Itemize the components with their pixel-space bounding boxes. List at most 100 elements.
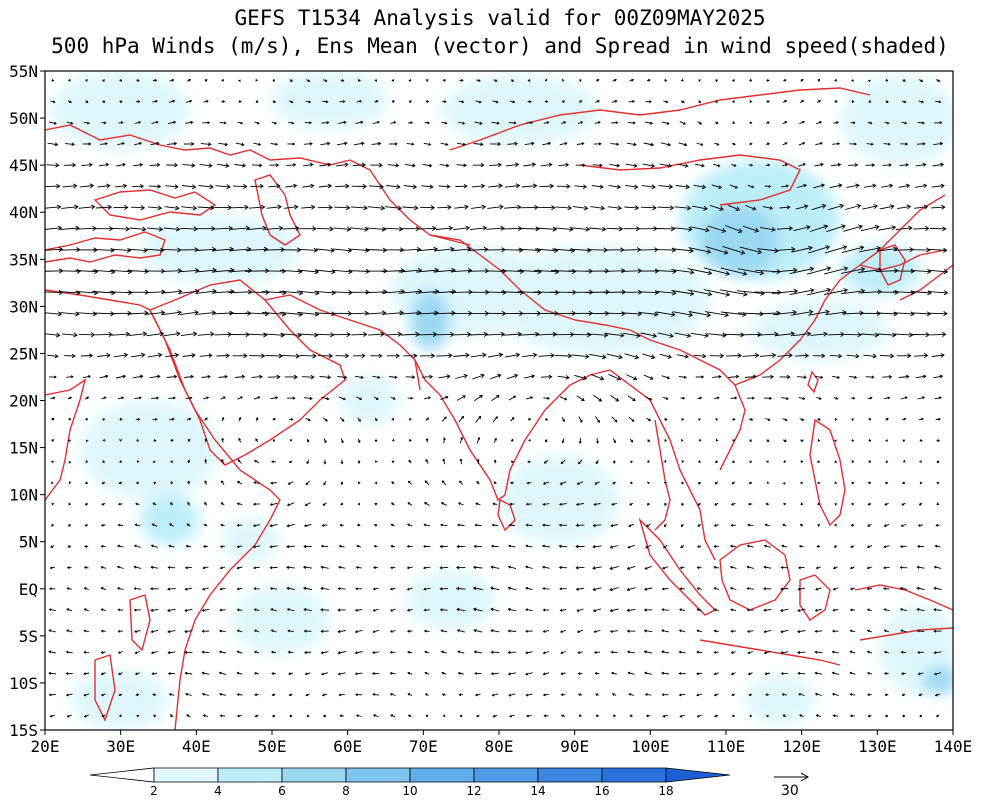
wind-vector-head — [269, 503, 273, 506]
wind-vector-head — [611, 671, 614, 675]
wind-vector — [454, 206, 468, 209]
wind-vector-head — [679, 608, 682, 612]
wind-vector-head — [408, 438, 412, 442]
wind-vector-head — [206, 396, 210, 400]
wind-vector — [453, 354, 470, 357]
wind-vector-head — [933, 586, 937, 590]
wind-vector-head — [939, 374, 944, 379]
wind-vector-head — [465, 225, 471, 231]
wind-vector — [486, 333, 505, 336]
wind-vector — [593, 524, 602, 527]
wind-vector — [824, 289, 848, 295]
wind-vector — [627, 587, 636, 591]
wind-vector-head — [440, 650, 444, 654]
wind-vector-head — [343, 120, 347, 125]
wind-vector-head — [713, 587, 717, 590]
wind-vector-head — [65, 629, 69, 633]
wind-vector-head — [90, 204, 96, 210]
wind-vector-head — [854, 142, 857, 146]
wind-vector-head — [750, 163, 754, 167]
reference-arrow-head — [800, 772, 810, 782]
wind-vector-head — [423, 608, 427, 612]
wind-vector-head — [765, 502, 769, 506]
wind-vector — [603, 312, 626, 315]
wind-vector — [440, 609, 448, 611]
wind-vector — [745, 376, 757, 378]
wind-vector-head — [53, 121, 57, 125]
wind-vector-head — [910, 268, 916, 274]
wind-vector-head — [92, 311, 98, 317]
wind-vector-head — [288, 672, 291, 676]
wind-vector — [898, 184, 910, 188]
wind-vector — [525, 651, 533, 654]
wind-vector-head — [652, 205, 657, 211]
wind-vector-head — [746, 608, 750, 612]
wind-vector-head — [809, 266, 815, 272]
wind-vector — [399, 248, 421, 251]
wind-vector-head — [507, 607, 511, 612]
wind-vector — [781, 397, 789, 400]
wind-vector-head — [821, 353, 826, 359]
latitude-tick-label: 30N — [9, 297, 38, 316]
wind-vector-head — [48, 629, 52, 633]
wind-vector — [203, 396, 209, 400]
colorbar-level-label: 12 — [466, 784, 481, 798]
wind-vector-head — [554, 269, 560, 275]
wind-vector-head — [809, 288, 815, 294]
wind-vector — [234, 164, 246, 167]
wind-vector-head — [526, 481, 530, 485]
wind-vector — [46, 164, 59, 166]
wind-vector — [577, 608, 584, 612]
wind-vector — [335, 185, 349, 188]
wind-vector — [134, 142, 142, 146]
wind-vector — [639, 249, 658, 251]
wind-vector-head — [823, 331, 828, 337]
wind-vector-head — [357, 502, 361, 506]
wind-vector — [610, 395, 619, 402]
wind-vector — [879, 354, 894, 357]
wind-vector-head — [497, 162, 503, 168]
wind-vector-head — [158, 226, 164, 232]
wind-vector — [254, 481, 260, 484]
wind-vector-head — [139, 141, 143, 146]
wind-vector — [506, 374, 518, 380]
wind-vector-head — [873, 204, 879, 210]
wind-vector-head — [923, 183, 928, 189]
wind-vector-head — [105, 162, 110, 167]
wind-vector-head — [698, 79, 701, 83]
wind-vector-head — [494, 79, 498, 82]
wind-vector — [722, 245, 745, 254]
wind-vector-head — [391, 438, 395, 442]
wind-vector — [433, 269, 456, 273]
wind-vector — [473, 587, 483, 590]
wind-vector-head — [922, 142, 926, 146]
wind-vector — [757, 333, 778, 336]
wind-vector-head — [286, 503, 290, 507]
wind-vector — [542, 545, 550, 548]
wind-vector — [132, 185, 144, 188]
wind-vector-head — [391, 460, 395, 464]
wind-vector-head — [119, 460, 122, 463]
wind-vector-head — [937, 79, 941, 82]
wind-vector-head — [253, 566, 256, 570]
wind-vector — [321, 545, 329, 548]
wind-vector-head — [766, 439, 770, 442]
wind-vector-head — [578, 714, 582, 718]
wind-vector-head — [821, 203, 827, 209]
wind-vector-head — [601, 354, 607, 360]
latitude-tick-label: 15N — [9, 439, 38, 458]
wind-vector — [730, 545, 737, 548]
wind-vector-head — [643, 587, 648, 591]
wind-vector-head — [854, 163, 859, 167]
wind-vector-head — [340, 502, 343, 506]
wind-vector-head — [584, 353, 590, 359]
wind-vector-head — [746, 586, 750, 590]
wind-vector — [727, 204, 740, 211]
wind-vector-head — [446, 374, 451, 379]
wind-vector — [471, 185, 485, 188]
wind-vector-head — [209, 331, 215, 337]
wind-vector-head — [764, 523, 768, 527]
wind-vector-head — [354, 608, 358, 612]
wind-vector-head — [133, 565, 137, 569]
